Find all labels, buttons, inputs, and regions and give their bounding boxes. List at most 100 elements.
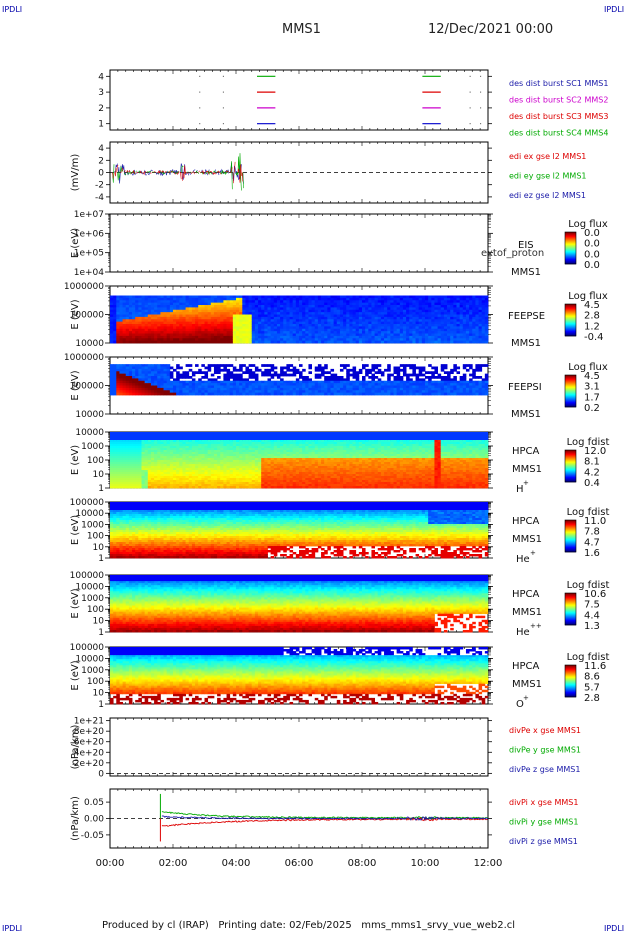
feepse-cell xyxy=(270,305,275,308)
feepsi-cell xyxy=(387,368,391,372)
feepse-cell xyxy=(154,340,158,344)
feepse-cell xyxy=(314,324,319,327)
hpca_h-cell xyxy=(110,474,114,477)
feepse-cell xyxy=(292,297,297,301)
feepse-cell xyxy=(440,335,445,339)
feepse-cell xyxy=(425,338,429,342)
feepse-cell xyxy=(299,328,303,332)
feepse-cell xyxy=(465,297,470,301)
feepse-cell xyxy=(185,324,190,327)
feepsi-colorbar-cell xyxy=(565,395,576,397)
hpca_h-cell xyxy=(154,474,158,477)
feepsi-cell xyxy=(459,387,464,391)
feepse-cell xyxy=(343,324,347,327)
feepse-cell xyxy=(428,307,432,311)
feepse-cell xyxy=(308,331,312,334)
feepse-cell xyxy=(314,316,319,320)
feepsi-cell xyxy=(302,390,306,394)
feepse-cell xyxy=(314,326,319,330)
feepse-cell xyxy=(469,295,473,299)
feepsi-cell xyxy=(425,385,429,389)
feepse-cell xyxy=(245,324,249,327)
feepsi-colorbar-cell xyxy=(565,390,576,392)
hpca_h-cell xyxy=(113,456,117,459)
feepse-cell xyxy=(258,328,262,332)
feepsi-cell xyxy=(434,368,438,372)
feepse-cell xyxy=(447,328,451,332)
feepse-cell xyxy=(132,307,136,311)
feepse-cell xyxy=(207,321,212,325)
feepse-cell xyxy=(478,305,483,308)
feepse-cell xyxy=(280,333,284,337)
feepsi-cell xyxy=(141,373,146,377)
hpca_h-cell xyxy=(150,476,155,479)
feepsi-cell xyxy=(412,383,416,386)
feepsi-cell xyxy=(128,385,133,389)
hpca_h-cell xyxy=(122,432,127,435)
feepse-cell xyxy=(368,333,372,337)
feepse-cell xyxy=(431,335,435,339)
feepse-cell xyxy=(434,307,438,311)
feepsi-cell xyxy=(198,371,202,375)
feepse-cell xyxy=(465,331,470,334)
feepse-cell xyxy=(188,316,193,320)
feepse-colorbar-tick-label: 4.5 xyxy=(584,300,600,311)
feepsi-cell xyxy=(270,390,275,394)
feepse-cell xyxy=(415,333,420,337)
feepsi-cell xyxy=(157,387,161,391)
feepse-cell xyxy=(355,300,360,304)
feepse-cell xyxy=(154,319,158,323)
hpca_h-cell xyxy=(122,442,127,445)
feepse-cell xyxy=(299,321,303,325)
feepse-cell xyxy=(402,300,407,304)
feepsi-cell xyxy=(299,364,303,367)
feepse-cell xyxy=(169,305,174,308)
feepse-cell xyxy=(232,326,237,330)
feepse-cell xyxy=(157,312,161,315)
feepse-cell xyxy=(443,309,448,313)
feepse-cell xyxy=(223,319,227,323)
feepse-cell xyxy=(339,324,344,327)
feepse-cell xyxy=(368,309,372,313)
feepsi-cell xyxy=(437,380,442,384)
feepse-cell xyxy=(128,316,133,320)
feepsi-cell xyxy=(465,390,470,394)
feepse-cell xyxy=(321,338,325,342)
feepse-cell xyxy=(245,340,249,344)
feepsi-cell xyxy=(371,385,375,389)
feepse-cell xyxy=(286,300,290,304)
feepsi-cell xyxy=(283,373,287,377)
feepse-cell xyxy=(443,302,448,306)
feepse-cell xyxy=(317,295,322,299)
hpca_h-cell xyxy=(150,438,155,441)
feepse-cell xyxy=(254,302,259,306)
feepse-cell xyxy=(462,307,467,311)
feepse-cell xyxy=(475,307,479,311)
feepsi-cell xyxy=(339,368,344,372)
feepse-cell xyxy=(415,319,420,323)
feepsi-cell xyxy=(160,385,164,389)
feepsi-cell xyxy=(336,383,341,386)
feepse-cell xyxy=(248,321,253,325)
feepse-cell xyxy=(349,302,353,306)
feepse-cell xyxy=(371,312,375,315)
feepsi-cell xyxy=(317,387,322,391)
feepsi-cell xyxy=(163,385,168,389)
feepse-cell xyxy=(409,295,413,299)
feepse-cell xyxy=(352,326,357,330)
feepse-cell xyxy=(195,316,199,320)
feepse-cell xyxy=(232,340,237,344)
feepsi-cell xyxy=(362,392,366,396)
feepsi-cell xyxy=(116,366,120,370)
feepse-cell xyxy=(295,331,300,334)
feepse-cell xyxy=(390,333,394,337)
burst-dot xyxy=(222,123,224,125)
feepse-cell xyxy=(355,297,360,301)
feepse-cell xyxy=(346,335,350,339)
feepse-cell xyxy=(330,316,335,320)
feepse-cell xyxy=(305,328,309,332)
feepse-cell xyxy=(387,324,391,327)
feepse-cell xyxy=(119,333,123,337)
feepse-cell xyxy=(475,295,479,299)
hpca_h-cell xyxy=(154,466,158,469)
